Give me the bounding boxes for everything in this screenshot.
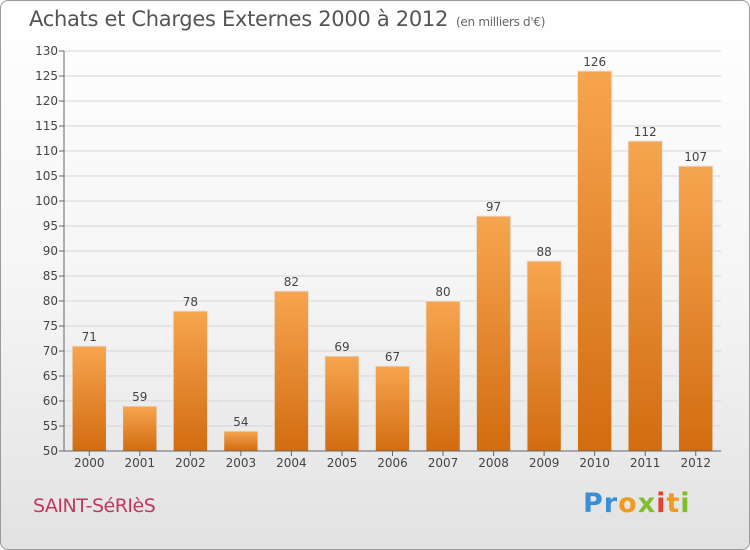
x-tick-label: 2002 [175,456,206,470]
y-tick-label: 110 [35,144,58,158]
bar [71,345,107,452]
x-tick-label: 2009 [529,456,560,470]
data-label: 67 [385,350,400,364]
x-tick-label: 2008 [478,456,509,470]
x-tick-label: 2004 [276,456,307,470]
y-tick-label: 75 [43,319,58,333]
bar [526,260,562,452]
x-tick-label: 2000 [74,456,105,470]
chart-unit: (en milliers d'€) [456,15,546,29]
y-tick-label: 90 [43,244,58,258]
proxiti-logo: Proxiti [583,488,691,519]
bar [273,290,310,452]
x-tick-label: 2001 [125,456,156,470]
bar [425,300,461,452]
y-tick-label: 80 [43,294,58,308]
bar [627,140,663,452]
data-label: 69 [334,340,349,354]
y-tick-label: 100 [35,194,58,208]
logo-letter: i [656,488,667,519]
y-tick-label: 130 [35,44,58,58]
bar [576,70,613,452]
y-tick-label: 125 [35,69,58,83]
data-label: 59 [132,390,147,404]
bar [324,355,360,452]
logo-letter: o [618,488,638,519]
data-label: 88 [536,245,551,259]
y-tick-label: 95 [43,219,58,233]
data-label: 78 [183,295,198,309]
x-tick-label: 2007 [428,456,459,470]
bars: 71 59 78 54 82 69 67 80 97 88 126 112 107 [71,55,714,452]
bar [678,165,714,452]
axes: 50 55 60 65 70 75 80 85 90 95 100 105 110 115 120 125 13… [35,44,721,470]
x-tick-label: 2011 [630,456,661,470]
bar [374,365,411,452]
logo-letter: i [680,488,691,519]
y-tick-label: 105 [35,169,58,183]
bar [122,405,158,452]
data-label: 126 [583,55,606,69]
y-tick-label: 120 [35,94,58,108]
bar [475,215,512,452]
logo-letter: P [583,488,604,519]
data-label: 82 [284,275,299,289]
x-tick-label: 2003 [226,456,257,470]
y-tick-label: 115 [35,119,58,133]
y-tick-label: 55 [43,419,58,433]
x-tick-label: 2010 [579,456,610,470]
x-tick-label: 2012 [680,456,711,470]
x-tick-label: 2005 [327,456,358,470]
chart-title-text: Achats et Charges Externes 2000 à 2012 [29,7,449,31]
data-label: 97 [486,200,501,214]
data-label: 112 [634,125,657,139]
logo-letter: t [666,488,681,519]
data-label: 54 [233,415,248,429]
commune-name: SAINT-SéRIèS [33,495,156,517]
bar [223,430,259,452]
y-tick-label: 65 [43,369,58,383]
data-label: 80 [435,285,450,299]
logo-letter: x [637,488,657,519]
y-tick-label: 50 [43,444,58,458]
chart-title: Achats et Charges Externes 2000 à 2012 (e… [29,7,545,31]
bar [172,310,209,452]
x-tick-label: 2006 [377,456,408,470]
data-label: 71 [82,330,97,344]
y-tick-label: 70 [43,344,58,358]
y-tick-label: 85 [43,269,58,283]
data-label: 107 [684,150,707,164]
y-tick-label: 60 [43,394,58,408]
logo-letter: r [603,488,619,519]
